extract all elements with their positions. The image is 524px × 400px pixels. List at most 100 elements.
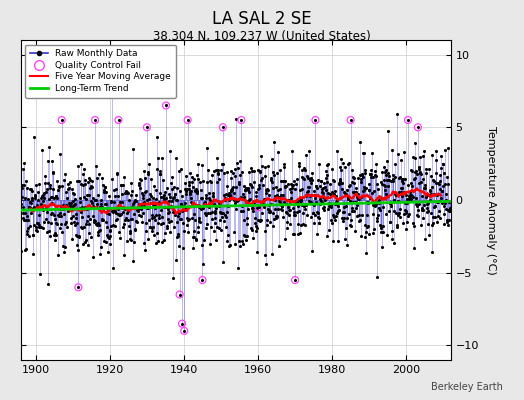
Point — [115, 212, 123, 218]
Point — [110, 207, 118, 214]
Point — [242, 236, 250, 243]
Point — [415, 164, 423, 170]
Point — [439, 161, 447, 167]
Point — [444, 145, 453, 151]
Point — [359, 174, 367, 181]
Point — [78, 204, 86, 210]
Point — [332, 201, 340, 208]
Point — [112, 186, 121, 192]
Point — [377, 224, 385, 231]
Point — [110, 187, 118, 193]
Point — [196, 179, 204, 185]
Point — [28, 232, 37, 238]
Point — [317, 198, 325, 204]
Point — [31, 204, 39, 211]
Point — [175, 168, 183, 174]
Point — [400, 210, 409, 217]
Point — [108, 222, 117, 228]
Point — [217, 214, 226, 220]
Point — [324, 190, 332, 196]
Point — [161, 203, 170, 210]
Point — [407, 192, 415, 198]
Point — [51, 232, 60, 238]
Point — [116, 212, 124, 218]
Point — [361, 170, 369, 176]
Point — [373, 274, 381, 281]
Point — [397, 185, 406, 191]
Point — [436, 172, 445, 179]
Point — [297, 198, 305, 204]
Point — [372, 173, 380, 180]
Point — [433, 199, 442, 206]
Point — [309, 210, 318, 216]
Point — [35, 212, 43, 218]
Point — [223, 238, 232, 244]
Point — [328, 166, 336, 172]
Point — [80, 239, 89, 246]
Point — [157, 194, 165, 200]
Point — [156, 190, 165, 196]
Point — [160, 204, 168, 210]
Point — [432, 156, 441, 163]
Point — [418, 204, 426, 211]
Point — [54, 184, 63, 190]
Point — [24, 224, 32, 231]
Point — [20, 160, 28, 166]
Point — [122, 188, 130, 194]
Point — [356, 179, 365, 185]
Point — [269, 223, 278, 229]
Point — [214, 170, 222, 177]
Point — [424, 200, 432, 206]
Point — [349, 188, 357, 195]
Point — [200, 237, 209, 243]
Point — [102, 201, 111, 207]
Point — [370, 168, 379, 174]
Point — [158, 239, 167, 245]
Point — [233, 160, 241, 166]
Point — [140, 168, 149, 174]
Point — [426, 188, 434, 194]
Point — [156, 170, 164, 177]
Point — [91, 117, 99, 123]
Point — [352, 205, 361, 211]
Point — [440, 170, 449, 176]
Point — [195, 204, 203, 210]
Point — [397, 189, 405, 195]
Point — [372, 161, 380, 167]
Point — [391, 191, 399, 197]
Point — [191, 217, 199, 223]
Point — [151, 201, 159, 208]
Point — [395, 210, 403, 216]
Point — [249, 234, 258, 241]
Point — [404, 117, 412, 123]
Point — [49, 169, 58, 175]
Point — [351, 198, 359, 205]
Point — [132, 198, 140, 204]
Point — [401, 176, 409, 182]
Point — [25, 204, 33, 210]
Point — [170, 184, 179, 190]
Legend: Raw Monthly Data, Quality Control Fail, Five Year Moving Average, Long-Term Tren: Raw Monthly Data, Quality Control Fail, … — [26, 44, 176, 98]
Point — [172, 197, 181, 203]
Point — [352, 189, 361, 196]
Point — [409, 220, 417, 226]
Point — [429, 220, 437, 226]
Point — [133, 207, 141, 213]
Point — [137, 206, 145, 212]
Point — [224, 232, 232, 238]
Point — [119, 224, 127, 230]
Point — [23, 228, 31, 235]
Point — [319, 185, 328, 191]
Point — [370, 202, 378, 209]
Point — [212, 237, 221, 244]
Point — [118, 205, 126, 212]
Point — [298, 166, 307, 173]
Point — [407, 180, 416, 186]
Point — [57, 204, 65, 211]
Point — [402, 226, 410, 232]
Point — [359, 186, 368, 193]
Point — [381, 168, 389, 175]
Point — [217, 167, 225, 174]
Point — [61, 171, 69, 177]
Point — [354, 174, 363, 181]
